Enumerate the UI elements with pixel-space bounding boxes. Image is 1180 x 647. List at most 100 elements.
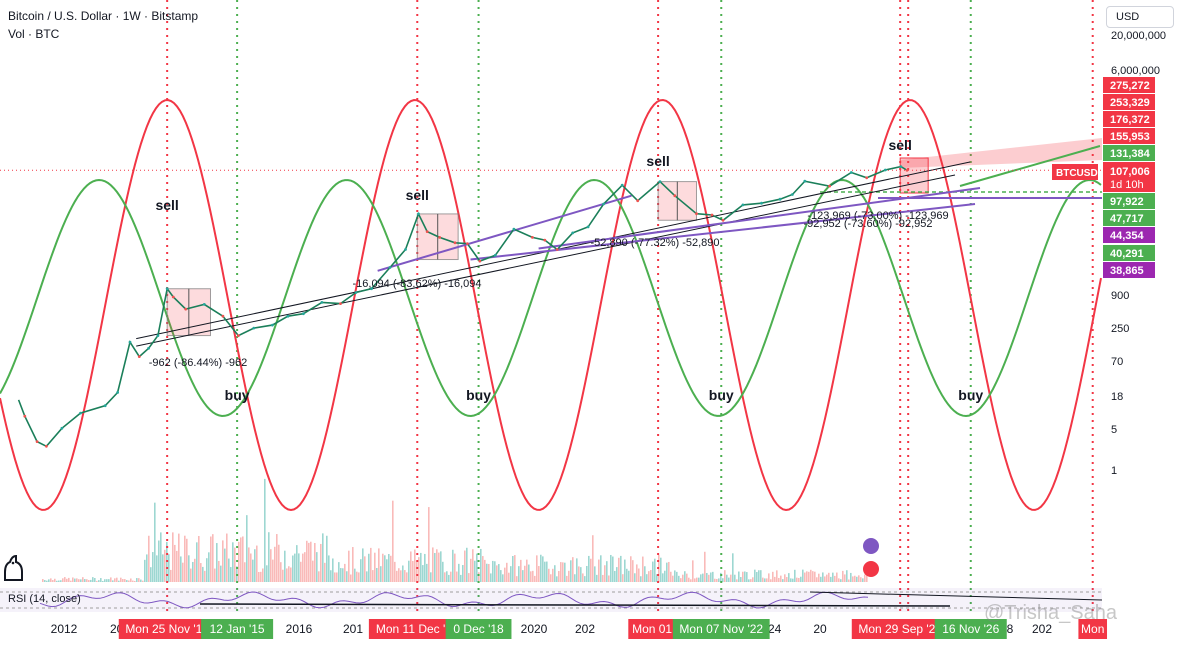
price-point <box>438 236 441 239</box>
volume-bar <box>198 535 200 582</box>
volume-bar <box>546 561 548 582</box>
price-point <box>339 302 342 305</box>
volume-bar <box>94 578 96 582</box>
volume-bar <box>618 557 620 582</box>
volume-bar <box>604 565 606 582</box>
volume-bar <box>72 577 74 582</box>
volume-bar <box>768 573 770 582</box>
price-level-value: 131,384 <box>1110 148 1151 160</box>
volume-bar <box>832 572 834 582</box>
price-level-value: 38,865 <box>1110 265 1144 277</box>
volume-bar <box>46 580 48 582</box>
annotations: sell buy sell buy sell buy sell buy -962 (-86.44… <box>149 137 983 577</box>
time-marker-label: Mon 01 N <box>632 622 684 636</box>
volume-bar <box>706 573 708 582</box>
volume-bar <box>434 552 436 582</box>
time-marker-label: 0 Dec '18 <box>453 622 504 636</box>
buy-label: buy <box>958 387 983 403</box>
volume-bar <box>148 535 150 582</box>
volume-bar <box>56 580 58 582</box>
volume-bar <box>270 549 272 582</box>
volume-bar <box>112 580 114 582</box>
tradingview-logo-icon[interactable] <box>2 552 26 582</box>
price-point <box>865 176 869 180</box>
volume-bar <box>274 546 276 582</box>
price-point <box>388 266 392 269</box>
price-point <box>354 291 358 294</box>
volume-bar <box>508 572 510 582</box>
time-marker-label: Mon 25 Nov '13 <box>125 622 209 636</box>
volume-bar <box>232 542 234 582</box>
volume-bar <box>462 565 464 582</box>
volume-bar <box>372 570 374 582</box>
volume-bar <box>182 562 184 582</box>
cycle-waves <box>0 98 1102 512</box>
time-axis-tick: 201 <box>343 622 363 636</box>
buy-label: buy <box>709 387 734 403</box>
volume-bar <box>804 572 806 582</box>
volume-bar <box>702 573 704 582</box>
volume-bar <box>48 579 50 582</box>
volume-bar <box>358 572 360 582</box>
price-point <box>79 411 82 415</box>
volume-bar <box>278 544 280 582</box>
price-point <box>425 230 429 234</box>
time-marker-badge <box>934 619 1007 639</box>
volume-bar <box>360 559 362 582</box>
volume-bar <box>440 551 442 582</box>
rsi-line <box>39 591 869 609</box>
price-point <box>165 287 169 291</box>
volume-bar <box>682 574 684 582</box>
volume-bar <box>718 578 720 582</box>
volume-bar <box>562 562 564 582</box>
volume-bar <box>178 533 180 582</box>
price-level-value: 155,953 <box>1110 131 1150 143</box>
volume-bar <box>216 543 218 582</box>
volume-bar <box>756 572 758 582</box>
drawdown-label: -92,952 (-73.60%) -92,952 <box>803 218 932 230</box>
price-point <box>237 334 240 337</box>
volume-bar <box>616 567 618 582</box>
volume-bar <box>378 548 380 582</box>
volume-bar <box>726 574 728 582</box>
volume-bar <box>672 575 674 582</box>
volume-bar <box>106 579 108 582</box>
price-axis-tick: 6,000,000 <box>1111 65 1160 77</box>
projection-fan <box>900 138 1102 168</box>
time-marker-label: 16 Nov '26 <box>942 622 999 636</box>
volume-bar <box>608 575 610 582</box>
volume-bar <box>460 574 462 582</box>
price-axis-tick: 18 <box>1111 391 1123 403</box>
price-point <box>252 326 256 330</box>
volume-bar <box>122 579 124 582</box>
buy-label: buy <box>466 387 491 403</box>
volume-bar <box>858 575 860 582</box>
volume-bar <box>142 580 144 582</box>
volume-bar <box>296 545 298 582</box>
volume-bar <box>428 507 430 582</box>
currency-button[interactable]: USD <box>1106 6 1174 28</box>
volume-bar <box>86 579 88 582</box>
volume-bar <box>506 562 508 582</box>
price-point <box>828 184 831 188</box>
volume-bar <box>796 577 798 582</box>
volume-bar <box>814 571 816 582</box>
volume-bar <box>818 573 820 582</box>
volume-bar <box>716 578 718 582</box>
cycle-markers <box>166 0 1094 612</box>
volume-bar <box>364 556 366 582</box>
volume-bar <box>170 569 172 582</box>
volume-bar <box>574 574 576 582</box>
price-point <box>673 194 677 198</box>
volume-bar <box>842 570 844 582</box>
volume-bar <box>736 579 738 582</box>
volume-bar <box>828 572 830 582</box>
volume-bar <box>480 548 482 582</box>
volume-bar <box>852 576 854 582</box>
volume-bar <box>580 567 582 582</box>
volume-bar <box>110 577 112 582</box>
price-point <box>791 193 794 196</box>
volume-bar <box>394 561 396 582</box>
